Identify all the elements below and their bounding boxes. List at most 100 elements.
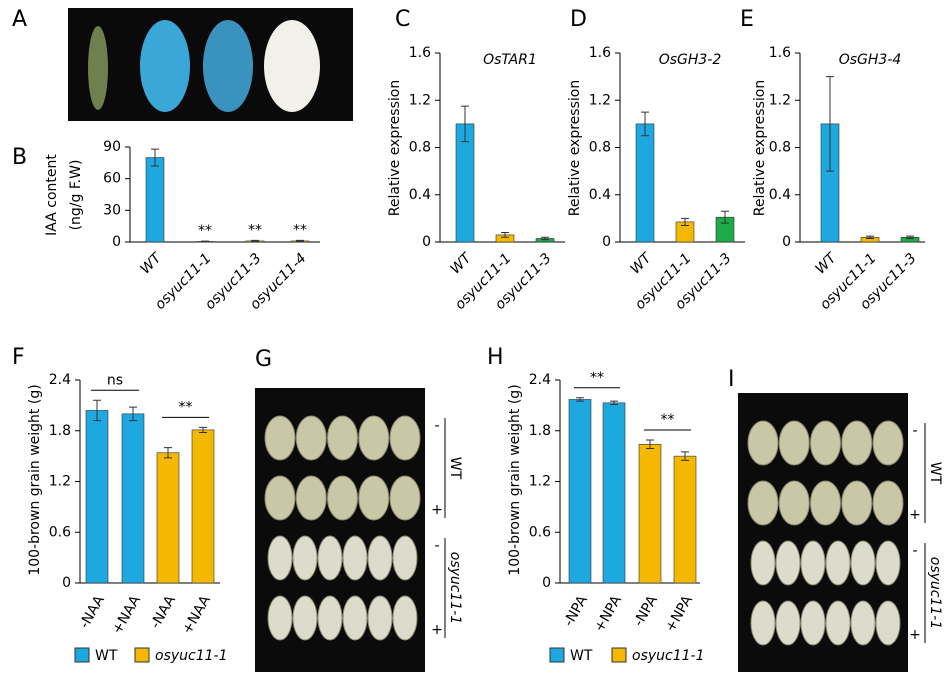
significance: ns: [107, 372, 123, 388]
grain: [841, 480, 873, 526]
grain: [775, 540, 801, 586]
y-axis-label: IAA content: [44, 154, 60, 236]
panel-label: H: [487, 345, 504, 370]
error-bar: [681, 451, 689, 461]
x-tick-label: +NPA: [591, 593, 625, 635]
grain: [292, 595, 318, 641]
grain: [747, 420, 779, 466]
y-axis-label: Relative expression: [752, 80, 768, 216]
y-tick-label: 0: [602, 234, 611, 250]
grain: [342, 535, 368, 581]
significance: **: [293, 222, 307, 238]
x-tick-label: +NAA: [179, 593, 214, 638]
chart-title: OsTAR1: [483, 52, 537, 68]
grain: [825, 540, 851, 586]
y-tick-label: 1.2: [49, 474, 71, 490]
grain: [358, 415, 390, 461]
panel-label: D: [570, 7, 587, 32]
panel-label: B: [12, 145, 27, 170]
error-bar: [681, 217, 689, 226]
bar: [156, 452, 180, 584]
grain: [747, 480, 779, 526]
row-label: +: [909, 507, 921, 523]
y-tick-label: 0: [62, 575, 71, 591]
grain: [389, 415, 421, 461]
row-label: +: [431, 622, 443, 638]
grain: [264, 415, 296, 461]
legend-label: WT: [95, 648, 118, 664]
legend-swatch: [74, 647, 90, 663]
y-tick-label: 0.4: [409, 187, 431, 203]
grain: [800, 540, 826, 586]
y-axis-label: 100-brown grain weight (g): [507, 384, 523, 575]
y-axis-label: Relative expression: [567, 80, 583, 216]
x-tick-label: WT: [447, 249, 475, 277]
row-label: +: [909, 627, 921, 643]
y-tick-label: 1.8: [49, 423, 71, 439]
grain: [872, 480, 904, 526]
error-bar: [721, 210, 729, 224]
grain: [750, 540, 776, 586]
grain: [295, 415, 327, 461]
grain: [327, 475, 358, 521]
grain: [810, 480, 841, 526]
x-tick-label: WT: [812, 249, 840, 277]
y-tick-label: 0.8: [769, 140, 791, 156]
y-tick-label: 1.2: [409, 92, 431, 108]
grain: [800, 600, 826, 646]
grain: [267, 535, 293, 581]
panel-label: C: [395, 7, 410, 32]
error-bar: [576, 397, 584, 402]
y-tick-label: 30: [103, 202, 121, 218]
grain: [317, 535, 343, 581]
y-tick-label: 0.6: [49, 524, 71, 540]
grain: [267, 595, 293, 641]
group-label: WT: [927, 462, 943, 485]
grain: [358, 475, 390, 521]
y-axis-label: Relative expression: [387, 80, 403, 216]
significance: **: [248, 222, 262, 238]
y-tick-label: 0.6: [529, 524, 551, 540]
row-label: -: [434, 538, 439, 554]
x-tick-label: -NPA: [631, 593, 661, 630]
y-tick-label: 60: [103, 171, 121, 187]
grain: [875, 600, 901, 646]
y-tick-label: 1.2: [529, 474, 551, 490]
legend-swatch: [611, 647, 627, 663]
panel-label: A: [12, 7, 27, 32]
significance: **: [661, 412, 675, 428]
y-tick-label: 1.6: [769, 45, 791, 61]
legend-swatch: [549, 647, 565, 663]
group-label: WT: [447, 457, 463, 480]
seed: [140, 20, 190, 112]
y-axis-label: (ng/g F.W): [68, 160, 84, 231]
y-tick-label: 1.6: [589, 45, 611, 61]
y-tick-label: 0: [422, 234, 431, 250]
y-tick-label: 0.4: [769, 187, 791, 203]
error-bar: [251, 239, 259, 242]
group-label: osyuc11-1: [927, 557, 943, 630]
panel-label: I: [728, 367, 735, 392]
row-label: +: [431, 502, 443, 518]
error-bar: [129, 406, 137, 422]
x-tick-label: -NPA: [561, 593, 591, 630]
y-tick-label: 1.2: [589, 92, 611, 108]
grain: [389, 475, 421, 521]
significance: **: [179, 399, 193, 415]
legend-swatch: [134, 647, 150, 663]
grain: [327, 415, 358, 461]
y-tick-label: 0.8: [589, 140, 611, 156]
grain: [264, 475, 296, 521]
error-bar: [541, 236, 549, 241]
grain: [841, 420, 873, 466]
seed: [264, 20, 320, 112]
error-bar: [610, 400, 618, 406]
legend-label: WT: [570, 648, 593, 664]
chart-title: OsGH3-4: [839, 52, 902, 68]
bar: [568, 399, 592, 584]
bar: [121, 413, 145, 584]
error-bar: [93, 399, 101, 422]
grain: [778, 420, 810, 466]
x-tick-label: +NAA: [109, 593, 144, 638]
